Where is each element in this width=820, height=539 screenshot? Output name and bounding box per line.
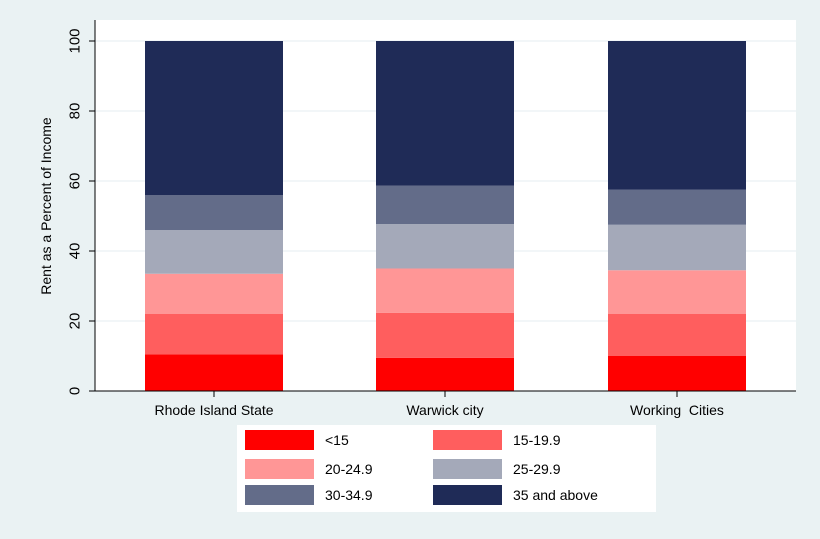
y-tick-label: 60: [67, 173, 84, 190]
y-tick-label: 80: [67, 103, 84, 120]
legend-swatch: [433, 430, 502, 450]
bar-segment: [608, 270, 746, 314]
bar-segment: [608, 356, 746, 391]
legend-label: 25-29.9: [513, 461, 561, 477]
bar-segment: [145, 314, 283, 355]
legend-label: <15: [325, 432, 349, 448]
legend-label: 20-24.9: [325, 461, 373, 477]
bar-segment: [376, 41, 514, 186]
bars: [145, 41, 746, 391]
bar-segment: [608, 41, 746, 190]
y-tick-label: 100: [67, 28, 84, 53]
bar-segment: [608, 224, 746, 271]
legend-swatch: [245, 459, 314, 479]
bar-segment: [376, 224, 514, 269]
x-category-label: Warwick city: [406, 402, 483, 418]
legend-swatch: [245, 485, 314, 505]
x-category-label: Working Cities: [630, 402, 724, 418]
bar-segment: [608, 314, 746, 356]
legend-swatch: [245, 430, 314, 450]
legend-label: 15-19.9: [513, 432, 561, 448]
y-tick-label: 20: [67, 313, 84, 330]
bar-segment: [145, 41, 283, 195]
y-tick-label: 40: [67, 243, 84, 260]
bar-segment: [376, 357, 514, 391]
legend-label: 30-34.9: [325, 487, 373, 503]
bar-segment: [145, 273, 283, 314]
axes: 0 20 40 60 80 100 Rhode Island State Warwick ci…: [67, 20, 796, 418]
y-axis-title: Rent as a Percent of Income: [38, 117, 54, 295]
y-tick-label: 0: [67, 387, 84, 395]
bar-segment: [145, 354, 283, 391]
bar-segment: [608, 189, 746, 225]
bar-segment: [376, 268, 514, 313]
legend: <15 15-19.9 20-24.9 25-29.9 30-34.9 35 and ab…: [237, 425, 656, 512]
legend-swatch: [433, 459, 502, 479]
bar-segment: [376, 312, 514, 358]
x-category-label: Rhode Island State: [154, 402, 273, 418]
bar-segment: [376, 185, 514, 225]
legend-label: 35 and above: [513, 487, 598, 503]
legend-swatch: [433, 485, 502, 505]
bar-segment: [145, 195, 283, 230]
bar-segment: [145, 230, 283, 274]
